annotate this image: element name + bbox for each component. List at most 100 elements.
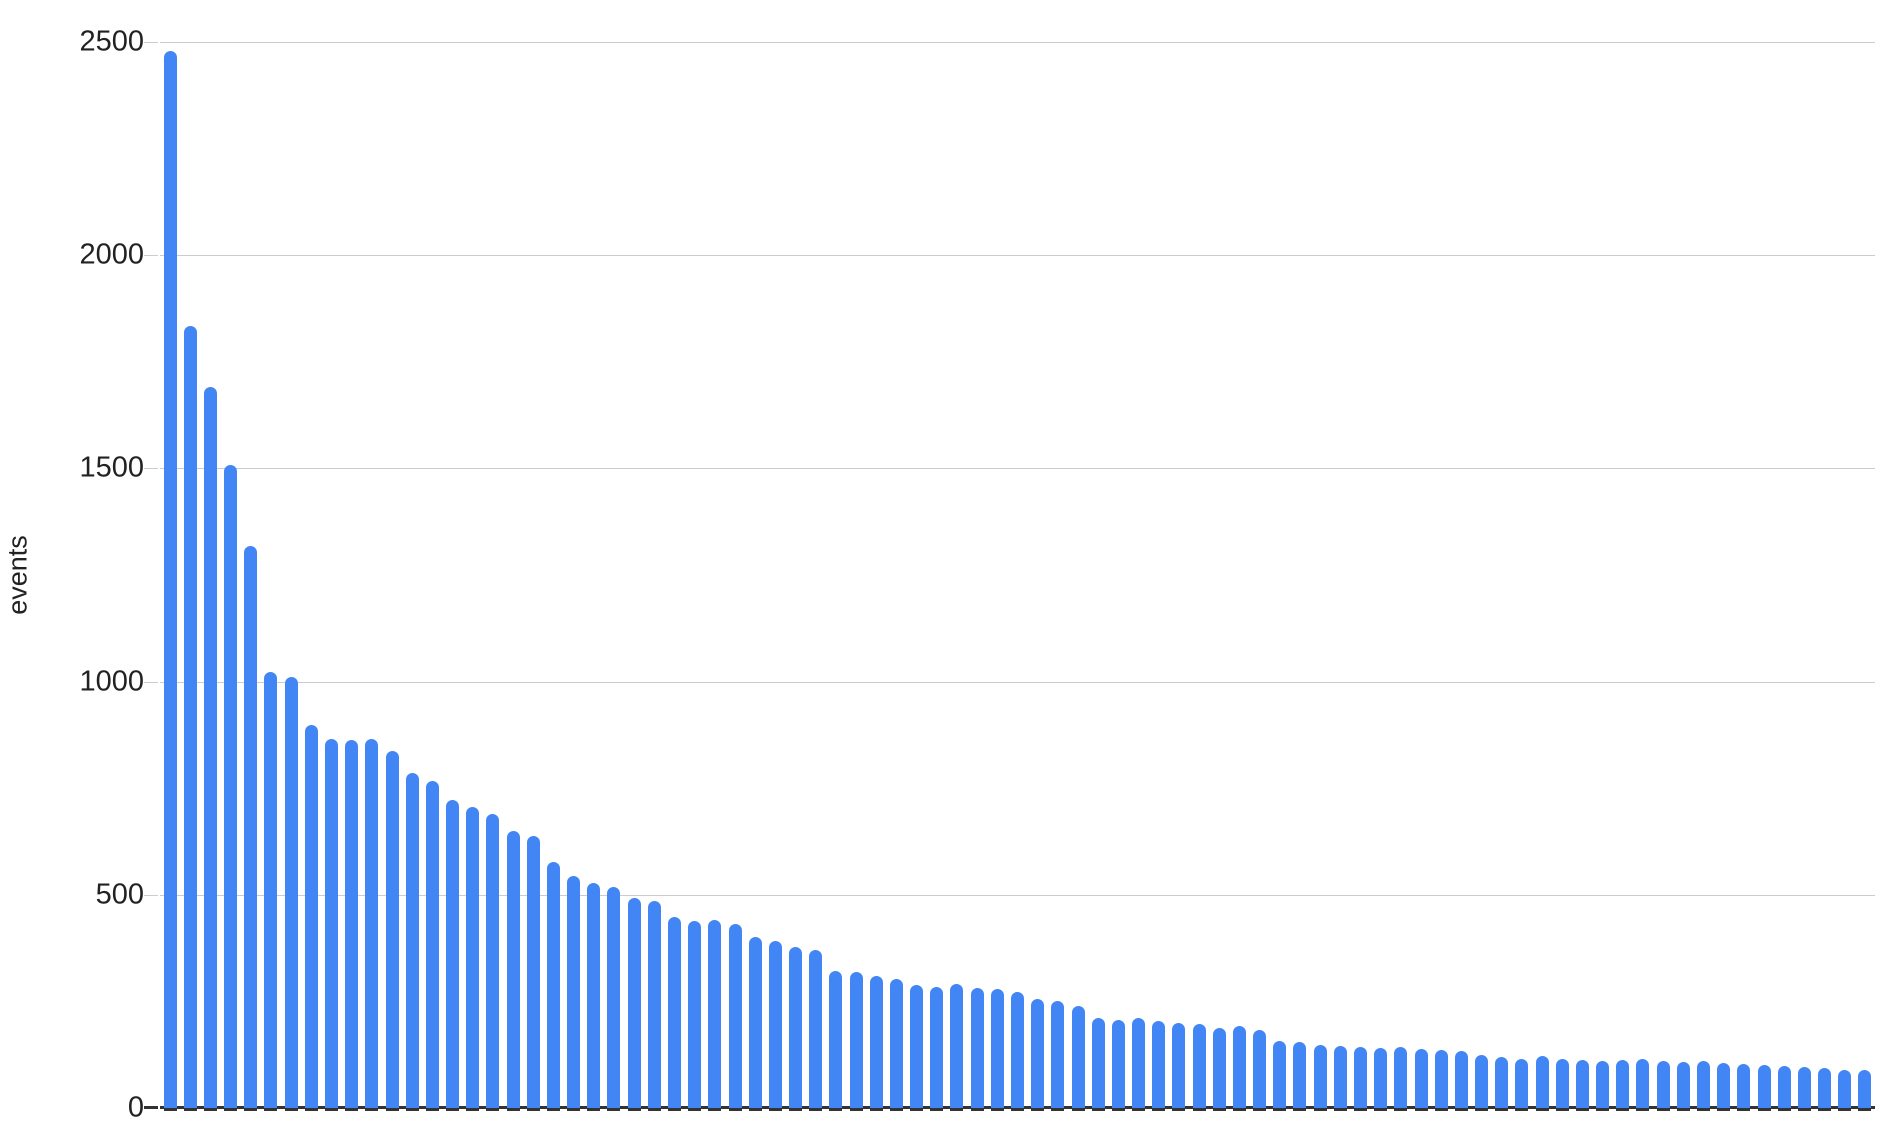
bar[interactable] bbox=[587, 883, 601, 1108]
bar[interactable] bbox=[1656, 1061, 1670, 1108]
bar[interactable] bbox=[869, 975, 883, 1108]
x-tick-mark bbox=[244, 1108, 258, 1111]
x-tick-mark bbox=[728, 1108, 742, 1111]
bar[interactable] bbox=[930, 987, 944, 1108]
bar[interactable] bbox=[627, 898, 641, 1108]
bar[interactable] bbox=[244, 546, 258, 1108]
x-tick-mark bbox=[1132, 1108, 1146, 1111]
bar[interactable] bbox=[163, 50, 177, 1108]
bar[interactable] bbox=[1111, 1020, 1125, 1108]
x-tick-mark bbox=[163, 1108, 177, 1111]
bar[interactable] bbox=[950, 984, 964, 1108]
bar[interactable] bbox=[647, 900, 661, 1108]
bar[interactable] bbox=[345, 740, 359, 1108]
gridline-1500 bbox=[160, 468, 1875, 470]
bar[interactable] bbox=[1051, 1000, 1065, 1108]
bar[interactable] bbox=[1354, 1047, 1367, 1108]
bar[interactable] bbox=[607, 886, 621, 1108]
bar[interactable] bbox=[1596, 1061, 1610, 1108]
bar[interactable] bbox=[1091, 1017, 1105, 1108]
bar[interactable] bbox=[1697, 1061, 1710, 1108]
bar[interactable] bbox=[1232, 1026, 1246, 1108]
bar[interactable] bbox=[1717, 1062, 1731, 1108]
bar[interactable] bbox=[1192, 1024, 1206, 1108]
bar[interactable] bbox=[1575, 1059, 1589, 1108]
bar[interactable] bbox=[1797, 1067, 1811, 1108]
plot-area bbox=[144, 42, 1875, 1111]
bar[interactable] bbox=[1172, 1022, 1186, 1108]
bar[interactable] bbox=[284, 677, 298, 1108]
bar[interactable] bbox=[1333, 1046, 1347, 1108]
bar[interactable] bbox=[1071, 1005, 1085, 1108]
x-tick-mark bbox=[1192, 1108, 1206, 1111]
bar[interactable] bbox=[1555, 1058, 1569, 1108]
bar[interactable] bbox=[688, 921, 702, 1108]
bar[interactable] bbox=[506, 830, 520, 1108]
bar[interactable] bbox=[1737, 1063, 1751, 1108]
bar-series bbox=[160, 42, 1875, 1111]
bar[interactable] bbox=[1535, 1055, 1549, 1108]
bar[interactable] bbox=[728, 923, 742, 1108]
bar[interactable] bbox=[708, 920, 722, 1108]
bar[interactable] bbox=[526, 836, 540, 1108]
bar[interactable] bbox=[1212, 1027, 1226, 1108]
bar[interactable] bbox=[1152, 1021, 1166, 1108]
bar[interactable] bbox=[829, 971, 843, 1108]
bar[interactable] bbox=[768, 940, 782, 1108]
bar[interactable] bbox=[1011, 992, 1024, 1108]
bar[interactable] bbox=[1434, 1050, 1448, 1108]
bar[interactable] bbox=[203, 387, 217, 1108]
y-tick-label-2000: 2000 bbox=[79, 238, 144, 271]
x-tick-mark bbox=[1232, 1108, 1246, 1111]
bar[interactable] bbox=[425, 780, 439, 1108]
bar[interactable] bbox=[748, 936, 762, 1108]
bar[interactable] bbox=[990, 989, 1004, 1108]
bar[interactable] bbox=[1777, 1066, 1791, 1108]
bar[interactable] bbox=[224, 465, 238, 1108]
bar[interactable] bbox=[1132, 1017, 1146, 1108]
bar[interactable] bbox=[1031, 998, 1045, 1108]
bar[interactable] bbox=[1616, 1060, 1630, 1108]
bar[interactable] bbox=[446, 799, 460, 1108]
bar[interactable] bbox=[910, 985, 924, 1108]
bar[interactable] bbox=[1757, 1065, 1771, 1108]
bar[interactable] bbox=[1475, 1054, 1489, 1108]
bar[interactable] bbox=[486, 813, 500, 1108]
bar[interactable] bbox=[183, 325, 197, 1108]
bar[interactable] bbox=[1414, 1049, 1428, 1108]
bar[interactable] bbox=[1273, 1041, 1287, 1108]
x-tick-mark bbox=[1797, 1108, 1811, 1111]
bar[interactable] bbox=[1394, 1047, 1408, 1108]
bar[interactable] bbox=[1818, 1067, 1832, 1108]
bar[interactable] bbox=[1495, 1057, 1509, 1108]
bar[interactable] bbox=[1253, 1029, 1267, 1108]
bar[interactable] bbox=[325, 738, 338, 1108]
bar[interactable] bbox=[668, 916, 681, 1108]
x-tick-mark bbox=[708, 1108, 722, 1111]
bar[interactable] bbox=[1676, 1061, 1690, 1108]
y-tick-label-0: 0 bbox=[127, 1091, 144, 1124]
bar[interactable] bbox=[567, 876, 581, 1108]
bar[interactable] bbox=[304, 725, 318, 1108]
bar[interactable] bbox=[789, 947, 803, 1108]
bar[interactable] bbox=[1838, 1069, 1852, 1108]
bar[interactable] bbox=[1515, 1058, 1529, 1108]
bar[interactable] bbox=[809, 949, 823, 1108]
bar[interactable] bbox=[385, 750, 399, 1108]
x-tick-mark bbox=[1555, 1108, 1569, 1111]
bar[interactable] bbox=[365, 738, 379, 1108]
bar[interactable] bbox=[889, 978, 903, 1108]
bar[interactable] bbox=[405, 772, 419, 1108]
bar[interactable] bbox=[1374, 1048, 1388, 1108]
bar[interactable] bbox=[1293, 1041, 1307, 1108]
bar[interactable] bbox=[1454, 1050, 1468, 1108]
bar[interactable] bbox=[466, 807, 480, 1108]
bar[interactable] bbox=[1313, 1045, 1327, 1108]
bar[interactable] bbox=[264, 672, 278, 1108]
bar[interactable] bbox=[970, 988, 984, 1108]
bar[interactable] bbox=[1858, 1070, 1872, 1108]
y-tick-mark-2500 bbox=[144, 42, 158, 43]
bar[interactable] bbox=[546, 861, 560, 1108]
bar[interactable] bbox=[1636, 1058, 1650, 1108]
bar[interactable] bbox=[849, 971, 863, 1108]
